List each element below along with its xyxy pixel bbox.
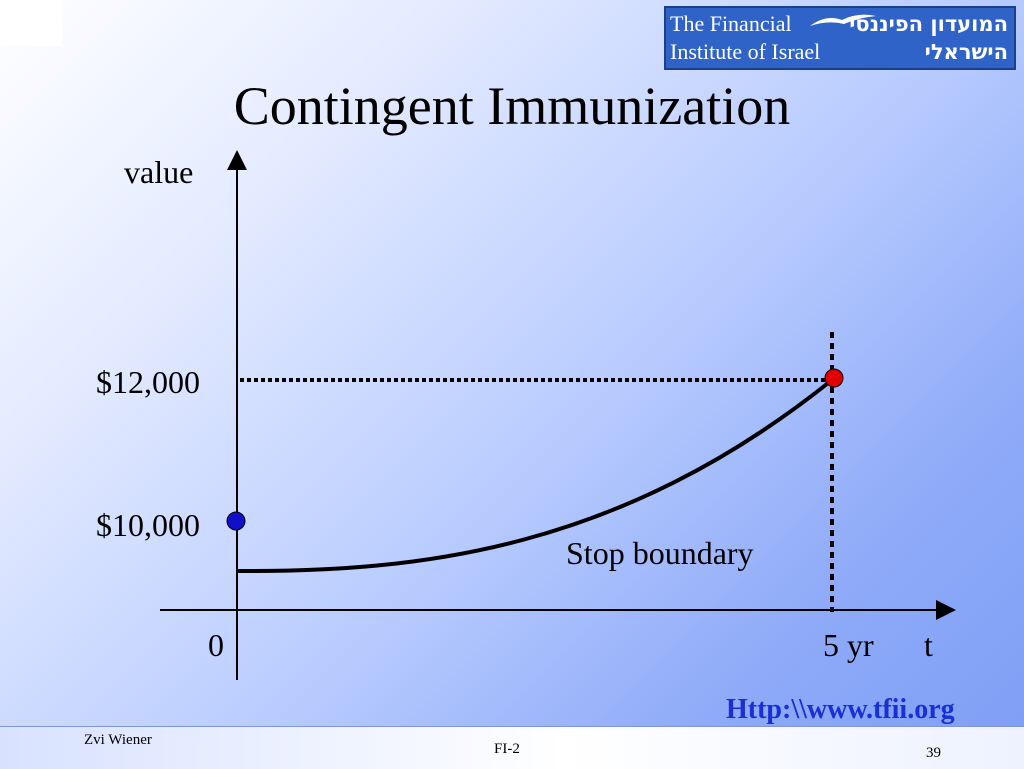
curve-label: Stop boundary bbox=[566, 535, 754, 571]
origin-label: 0 bbox=[208, 627, 224, 663]
footer-author: Zvi Wiener bbox=[84, 732, 152, 748]
horizon-label: 5 yr bbox=[823, 627, 874, 663]
stop-boundary-curve bbox=[236, 378, 834, 574]
logo-hebrew-line2: הישראלי bbox=[924, 40, 1008, 64]
x-axis-label: t bbox=[924, 627, 933, 663]
lower-value-label: $10,000 bbox=[96, 507, 200, 543]
institute-logo: The Financial Institute of Israel המועדו… bbox=[664, 6, 1016, 70]
corner-decoration bbox=[0, 0, 62, 46]
target-value-point bbox=[824, 368, 844, 388]
bird-icon bbox=[810, 14, 876, 26]
y-axis-label: value bbox=[124, 154, 194, 190]
upper-value-label: $12,000 bbox=[96, 364, 200, 400]
footer-bar: Zvi Wiener FI-2 39 bbox=[0, 726, 1024, 769]
start-value-point bbox=[226, 511, 246, 531]
logo-english-line2: Institute of Israel bbox=[670, 39, 821, 64]
logo-english-text: The Financial Institute of Israel bbox=[670, 10, 820, 66]
logo-hebrew-text: המועדון הפיננסי הישראלי bbox=[849, 10, 1008, 66]
footer-course: FI-2 bbox=[494, 741, 520, 757]
logo-hebrew-line1: המועדון הפיננסי bbox=[849, 12, 1008, 36]
footer-page-number: 39 bbox=[926, 745, 941, 761]
slide-title: Contingent Immunization bbox=[233, 76, 791, 136]
logo-english-line1: The Financial bbox=[670, 11, 792, 36]
website-link[interactable]: Http:\\www.tfii.org bbox=[726, 694, 955, 725]
